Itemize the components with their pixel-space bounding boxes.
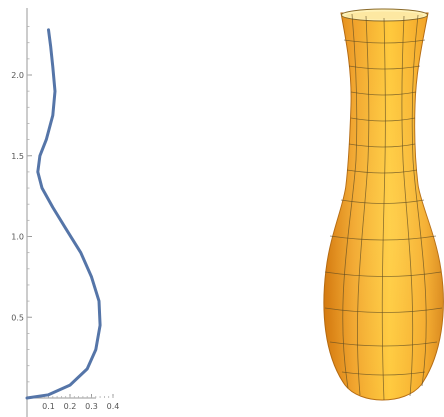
mesh-ring	[350, 117, 416, 122]
mesh-ring	[324, 271, 442, 277]
mesh-meridian	[381, 17, 386, 401]
mesh-ring	[346, 169, 418, 174]
x-tick-label: 0.4	[107, 402, 120, 411]
mesh-ring	[329, 235, 437, 241]
mesh-ring	[324, 307, 443, 313]
profile-curve-chart: 0.5 1.0 1.5 2.0 0.1 0.2 0.3 0.4	[11, 8, 119, 417]
y-tick-label: 2.0	[11, 71, 24, 80]
vase-opening	[345, 11, 424, 20]
mesh-ring	[341, 371, 426, 376]
x-tick-label: 0.2	[64, 402, 77, 411]
x-tick-label: 0.1	[42, 402, 55, 411]
mesh-meridian	[342, 13, 358, 389]
vase-mesh	[324, 13, 443, 401]
mesh-ring	[350, 91, 417, 96]
y-tick-label: 1.0	[11, 233, 24, 242]
mesh-meridian	[401, 15, 414, 397]
mesh-ring	[348, 143, 416, 148]
mesh-meridian	[357, 15, 370, 396]
y-tick-label: 0.5	[11, 313, 24, 322]
y-tick-label: 1.5	[11, 152, 24, 161]
profile-curve-line	[25, 28, 102, 400]
x-tick-label: 0.3	[85, 402, 98, 411]
mesh-meridian	[411, 14, 427, 387]
surface-of-revolution	[323, 8, 444, 401]
